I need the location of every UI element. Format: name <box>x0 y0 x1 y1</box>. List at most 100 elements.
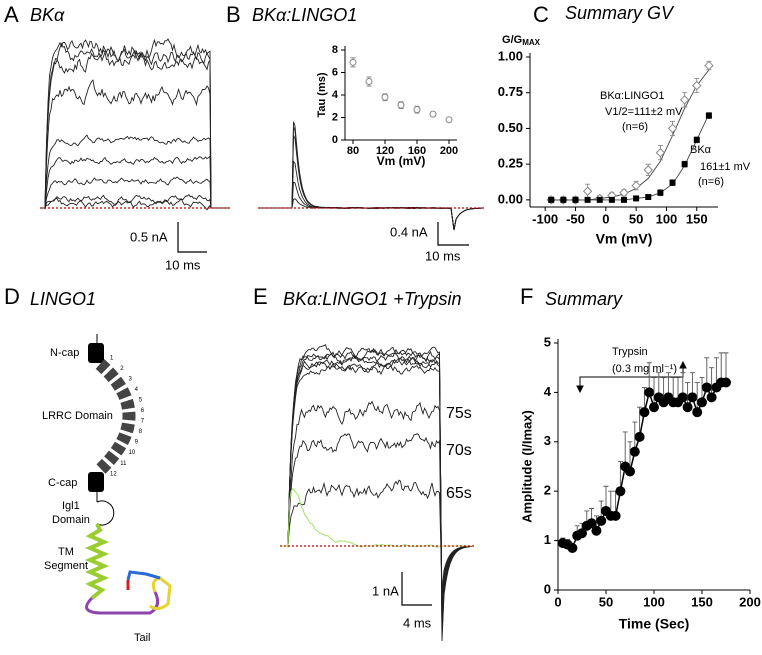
marker <box>645 194 652 200</box>
scale-label: 0.4 nA <box>390 224 428 239</box>
diagram-label: Tail <box>134 632 151 644</box>
x-tick-label: 80 <box>347 145 359 157</box>
x-tick-label: 120 <box>376 145 394 157</box>
marker <box>572 196 579 203</box>
marker <box>365 78 373 85</box>
y-axis-label: G/GMAX <box>502 34 541 47</box>
current-trace <box>280 400 473 606</box>
error-bar <box>622 431 628 467</box>
panel-letter: F <box>520 284 533 309</box>
x-tick-label: 50 <box>629 211 643 226</box>
y-tick-label: 5 <box>544 334 551 349</box>
marker <box>655 148 666 158</box>
current-trace <box>40 49 230 209</box>
repeat-number: 4 <box>135 387 139 393</box>
scale-bar-lines <box>401 572 432 606</box>
trace-label: 75s <box>446 405 472 422</box>
lingo1-diagram <box>84 334 172 615</box>
current-trace <box>40 197 230 211</box>
marker <box>567 543 578 554</box>
panel-letter: E <box>253 284 268 309</box>
marker <box>692 407 703 418</box>
x-tick-label: 50 <box>599 594 613 609</box>
y-tick-label: 3 <box>544 433 551 448</box>
y-tick-label: 2 <box>332 111 338 123</box>
diagram-label: Domain <box>52 514 90 526</box>
scale-label: 0.5 nA <box>130 229 168 244</box>
annotation: Trypsin <box>612 346 648 358</box>
y-tick-label: 0.50 <box>498 120 523 135</box>
current-trace <box>40 79 230 210</box>
x-tick-label: 200 <box>739 594 761 609</box>
x-axis-label: Time (Sec) <box>619 616 690 632</box>
x-tick-label: 0 <box>602 211 609 226</box>
marker <box>586 518 597 529</box>
diagram-label: LRRC Domain <box>42 410 113 422</box>
trace-label: 70s <box>446 442 472 459</box>
tail-segment <box>149 576 172 611</box>
current-trace <box>280 433 473 600</box>
lrrc-domain <box>95 359 136 475</box>
marker <box>682 402 693 413</box>
scale-bar-lines <box>177 222 207 253</box>
y-axis-label: Tau (ms) <box>316 72 328 117</box>
panel-letter: C <box>533 2 549 27</box>
chart-title: Summary GV <box>565 3 675 23</box>
diagram-label: Igl1 <box>62 500 80 512</box>
marker <box>639 407 650 418</box>
y-tick-label: 0 <box>332 134 338 146</box>
marker <box>634 431 645 442</box>
current-trace <box>258 126 484 231</box>
scale-bar-lines <box>437 222 469 246</box>
panel-title: BKα <box>30 5 65 25</box>
marker <box>692 80 702 91</box>
n-cap <box>88 343 104 363</box>
marker <box>687 392 698 403</box>
y-tick-label: 1 <box>544 532 551 547</box>
marker <box>608 196 615 203</box>
repeat-number: 12 <box>110 472 117 478</box>
marker <box>705 112 712 119</box>
diagram-label: TM <box>58 546 74 558</box>
current-trace <box>40 38 230 209</box>
current-trace <box>280 346 473 636</box>
marker <box>631 180 641 191</box>
marker <box>629 446 640 457</box>
marker <box>591 525 602 536</box>
x-tick-label: 200 <box>440 145 458 157</box>
y-axis-label: Amplitude (I/Imax) <box>519 410 534 523</box>
marker <box>577 528 587 539</box>
y-tick-label: 1.00 <box>498 48 523 63</box>
marker <box>596 515 607 526</box>
arrow-line <box>579 364 684 390</box>
current-trace <box>280 355 473 624</box>
marker <box>429 110 437 118</box>
current-trace <box>280 364 473 612</box>
panel-letter: A <box>4 2 19 27</box>
marker <box>721 377 731 388</box>
current-trace <box>280 487 472 548</box>
x-tick-label: 150 <box>691 594 713 609</box>
x-axis-label: Vm (mV) <box>596 231 653 247</box>
y-tick-label: 0.25 <box>498 156 523 171</box>
panel-letter: B <box>226 2 241 27</box>
repeat-number: 9 <box>135 440 139 446</box>
marker <box>582 186 593 196</box>
marker <box>445 116 453 124</box>
marker <box>644 387 655 398</box>
annotation: (n=6) <box>698 176 724 188</box>
marker <box>381 93 389 101</box>
marker <box>625 466 635 477</box>
marker <box>584 196 591 203</box>
annotation: V1/2=111±2 mV <box>605 106 683 118</box>
series-label: BKα:LINGO1 <box>600 90 664 102</box>
y-tick-label: 0 <box>544 581 551 596</box>
tail-segment <box>85 591 160 615</box>
marker <box>633 195 640 202</box>
marker <box>397 101 405 109</box>
annotation: 161±1 mV <box>700 161 751 173</box>
marker <box>677 392 688 403</box>
repeat-number: 10 <box>128 450 135 456</box>
tail-segment <box>126 570 161 581</box>
